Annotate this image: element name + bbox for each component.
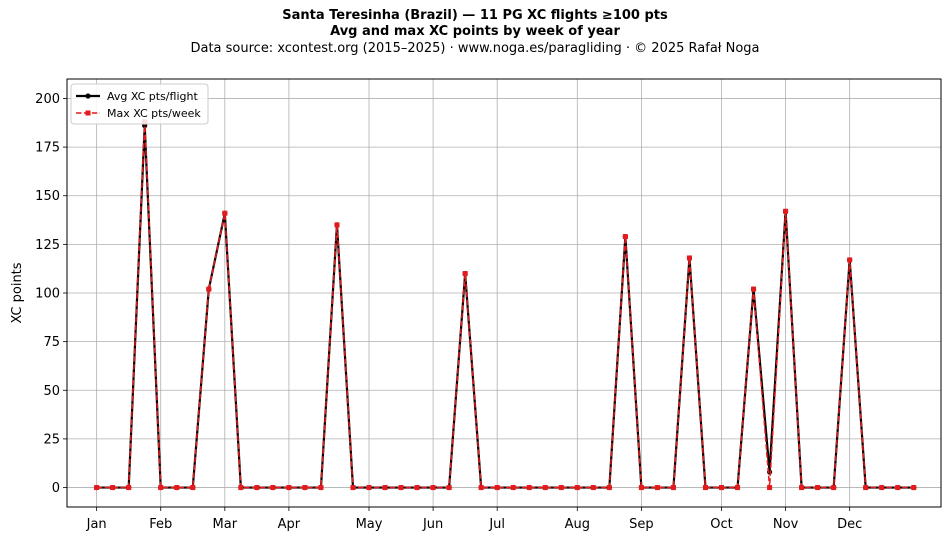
chart-title: Santa Teresinha (Brazil) — 11 PG XC flig… [282,8,668,23]
max-point [654,485,660,491]
x-tick-label: Mar [213,517,238,532]
max-point [158,485,164,491]
max-point [879,485,885,491]
max-point [831,485,837,491]
max-point [911,485,917,491]
max-point [847,257,853,263]
max-point [702,485,708,491]
max-point [590,485,596,491]
max-point [783,208,789,214]
legend-label: Avg XC pts/flight [107,90,198,103]
chart-source: Data source: xcontest.org (2015–2025) · … [190,41,760,56]
max-point [350,485,356,491]
x-tick-label: Sep [629,517,654,532]
max-point [222,210,228,216]
x-axis: Jan Feb Mar Apr May Jun Jul Aug Sep Oct Nov Dec [86,507,862,532]
x-tick-label: Feb [149,517,172,532]
y-axis-label: XC points [10,262,25,323]
max-point [622,234,628,240]
max-point [94,485,100,491]
max-point [558,485,564,491]
legend-marker [85,93,91,99]
y-tick-label: 200 [35,92,60,107]
max-point [686,255,692,261]
max-point [382,485,388,491]
max-point [174,485,180,491]
max-point [126,485,132,491]
y-tick-label: 150 [35,189,60,204]
x-tick-label: Jan [86,517,107,532]
max-point [430,485,436,491]
y-tick-label: 175 [35,141,60,156]
max-point [190,485,196,491]
max-point [718,485,724,491]
max-point [526,485,532,491]
x-tick-label: Jul [488,517,505,532]
max-point [815,485,821,491]
legend: Avg XC pts/flight Max XC pts/week [70,83,209,125]
max-point [510,485,516,491]
x-tick-label: Jun [422,517,443,532]
max-point [638,485,644,491]
legend-box [70,83,209,125]
y-tick-label: 25 [43,432,60,447]
x-tick-label: Dec [837,517,862,532]
max-point [735,485,741,491]
max-point [318,485,324,491]
series-group [94,119,917,491]
max-point [478,485,484,491]
legend-label: Max XC pts/week [107,107,201,120]
y-tick-label: 75 [43,335,60,350]
max-point [286,485,292,491]
x-tick-label: Nov [773,517,799,532]
grid-lines [67,79,941,507]
y-tick-label: 125 [35,238,60,253]
max-point [206,286,212,292]
max-point [670,485,676,491]
x-tick-label: Oct [710,517,732,532]
max-point [462,271,468,277]
series-1 [94,123,917,491]
max-point [366,485,372,491]
max-point [254,485,260,491]
max-point [302,485,308,491]
max-point [895,485,901,491]
max-point [863,485,869,491]
x-tick-label: Aug [565,517,590,532]
max-point [542,485,548,491]
series-2 [94,119,917,491]
max-point [494,485,500,491]
max-point [799,485,805,491]
max-point [446,485,452,491]
max-point [414,485,420,491]
max-point [398,485,404,491]
max-point [334,222,340,228]
chart-subtitle: Avg and max XC points by week of year [330,24,620,39]
y-tick-label: 0 [52,481,60,496]
y-axis: 0 25 50 75 100 125 150 175 200 [35,92,67,496]
max-point [606,485,612,491]
chart-titles: Santa Teresinha (Brazil) — 11 PG XC flig… [0,8,950,57]
x-tick-label: Apr [278,517,301,532]
max-point [767,485,773,491]
max-point [574,485,580,491]
max-point [751,286,757,292]
y-tick-label: 100 [35,287,60,302]
x-tick-label: May [356,517,383,532]
y-tick-label: 50 [43,384,60,399]
series-line [96,121,914,489]
max-point [110,485,116,491]
max-point [270,485,276,491]
legend-marker [85,110,91,116]
max-point [238,485,244,491]
